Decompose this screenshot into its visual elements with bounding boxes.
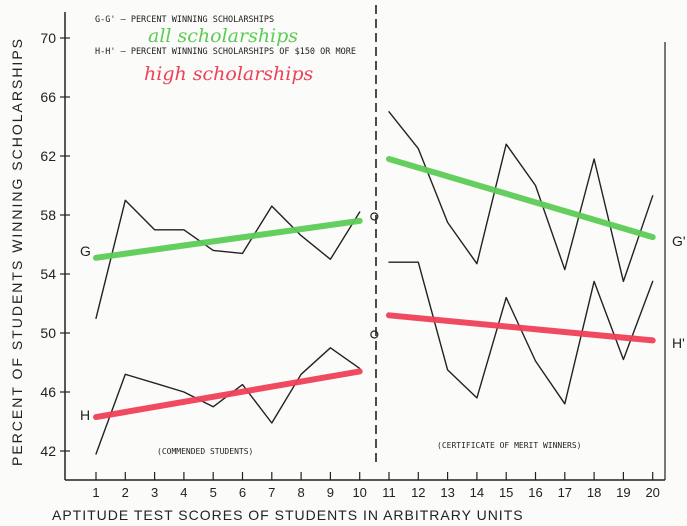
- x-tick-label: 10: [352, 485, 366, 500]
- y-tick-label: 42: [40, 443, 56, 459]
- line-label-g: G: [80, 243, 91, 259]
- x-axis-title: APTITUDE TEST SCORES OF STUDENTS IN ARBI…: [52, 507, 524, 523]
- legend-hh-label: H-H' — PERCENT WINNING SCHOLARSHIPS OF $…: [95, 47, 356, 57]
- x-tick-label: 4: [180, 485, 187, 500]
- x-tick-label: 9: [327, 485, 334, 500]
- panel-label-merit: (CERTIFICATE OF MERIT WINNERS): [437, 441, 582, 450]
- x-tick-label: 2: [122, 485, 129, 500]
- x-tick-label: 8: [297, 485, 304, 500]
- markers-group: [371, 213, 378, 338]
- x-tick-label: 7: [268, 485, 275, 500]
- line-label-h-prime: H': [672, 335, 685, 351]
- x-tick-label: 3: [151, 485, 158, 500]
- x-tick-label: 19: [616, 485, 630, 500]
- annotation-all-scholarships: all scholarships: [148, 25, 298, 47]
- legend-gg-label: G-G' — PERCENT WINNING SCHOLARSHIPS: [95, 15, 274, 25]
- annotation-high-scholarships: high scholarships: [144, 63, 314, 85]
- y-tick-label: 62: [40, 148, 56, 164]
- series-group: [96, 112, 653, 454]
- x-tick-label: 15: [499, 485, 513, 500]
- x-tick-label: 20: [645, 485, 659, 500]
- y-tick-label: 70: [40, 30, 56, 46]
- y-tick-label: 46: [40, 384, 56, 400]
- x-tick-label: 1: [92, 485, 99, 500]
- panel-label-commended: (COMMENDED STUDENTS): [157, 447, 253, 456]
- y-tick-label: 50: [40, 325, 56, 341]
- series-line-h-right-trend: [389, 315, 653, 340]
- x-tick-label: 11: [382, 485, 396, 500]
- y-tick-label: 58: [40, 207, 56, 223]
- series-line-g-right-trend: [389, 159, 653, 237]
- series-line-h-right: [389, 262, 653, 404]
- x-tick-label: 13: [440, 485, 454, 500]
- x-tick-label: 5: [210, 485, 217, 500]
- x-tick-label: 14: [470, 485, 484, 500]
- x-tick-label: 12: [411, 485, 425, 500]
- x-tick-label: 16: [528, 485, 542, 500]
- x-tick-label: 17: [558, 485, 572, 500]
- y-tick-label: 54: [40, 266, 56, 282]
- series-line-h-left: [96, 348, 360, 454]
- y-tick-label: 66: [40, 89, 56, 105]
- x-tick-label: 6: [239, 485, 246, 500]
- line-label-h: H: [80, 407, 90, 423]
- series-line-g-left: [96, 200, 360, 318]
- line-label-g-prime: G': [672, 233, 686, 249]
- marker-o: [371, 213, 378, 220]
- marker-o: [371, 331, 378, 338]
- series-line-h-left-trend: [96, 371, 360, 417]
- y-axis-title: PERCENT OF STUDENTS WINNING SCHOLARSHIPS: [9, 37, 25, 466]
- x-tick-label: 18: [587, 485, 601, 500]
